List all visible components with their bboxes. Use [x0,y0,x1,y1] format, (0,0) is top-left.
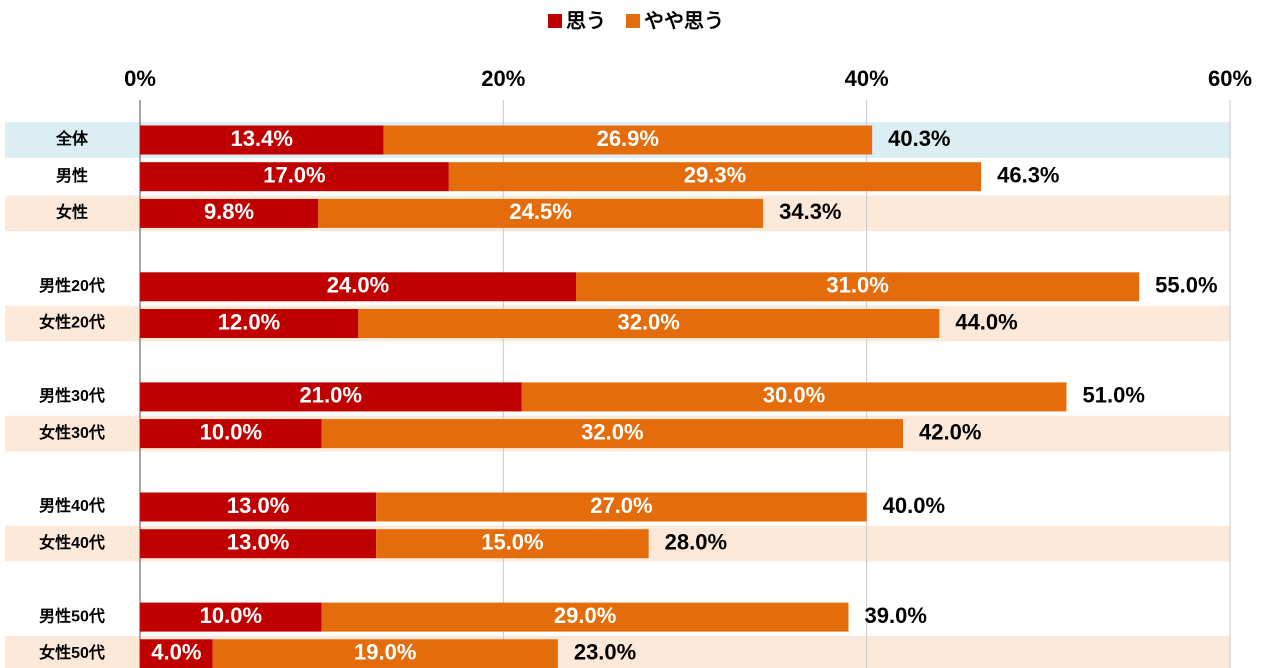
bar-segment [521,382,1067,412]
segment-label: 4.0% [151,640,201,665]
bar-segment [448,162,982,192]
segment-label: 12.0% [218,309,280,334]
bar-segment [140,529,377,559]
bar-segment [321,602,849,632]
category-label: 女性50代 [39,643,105,662]
bar-segment [140,309,358,338]
segment-label: 13.0% [227,493,289,518]
x-tick-label: 0% [124,66,156,91]
bar-segment [140,125,384,155]
segment-label: 17.0% [263,163,325,188]
segment-label: 29.0% [554,603,616,628]
legend-label: 思う [566,9,606,32]
segment-label: 15.0% [481,530,543,555]
segment-label: 13.0% [227,530,289,555]
total-label: 40.0% [883,493,945,518]
bar-segment [383,125,873,155]
bar-segment [140,162,449,192]
legend-swatch [548,14,562,28]
x-tick-label: 40% [845,66,889,91]
category-label: 女性40代 [39,533,105,552]
category-label: 女性20代 [39,313,105,332]
bar-segment [140,272,576,302]
segment-label: 9.8% [204,199,254,224]
bar-segment [358,309,940,338]
total-label: 51.0% [1083,383,1145,408]
legend-label: やや思う [644,9,724,32]
total-label: 55.0% [1155,273,1217,298]
segment-label: 24.5% [509,199,571,224]
x-tick-label: 60% [1208,66,1252,91]
segment-label: 29.3% [684,163,746,188]
total-label: 40.3% [888,126,950,151]
segment-label: 13.4% [231,126,293,151]
segment-label: 21.0% [300,383,362,408]
category-label: 男性20代 [39,276,105,295]
bar-segment [576,272,1140,302]
bar-segment [318,198,764,228]
total-label: 23.0% [574,640,636,665]
segment-label: 27.0% [590,493,652,518]
total-label: 39.0% [865,603,927,628]
bar-segment [212,639,558,668]
segment-label: 31.0% [826,273,888,298]
segment-label: 24.0% [327,273,389,298]
bar-segment [321,419,904,449]
segment-label: 32.0% [581,419,643,444]
bar-segment [140,382,522,412]
total-label: 28.0% [665,530,727,555]
bar-segment [140,639,213,668]
segment-label: 30.0% [763,383,825,408]
segment-label: 10.0% [200,419,262,444]
category-label: 男性 [56,166,88,185]
bar-segment [376,492,867,522]
bar-segment [140,419,322,449]
total-label: 44.0% [955,309,1017,334]
category-label: 女性30代 [39,423,105,442]
category-label: 男性40代 [39,496,105,515]
category-label: 全体 [55,129,89,148]
legend-swatch [626,14,640,28]
segment-label: 32.0% [617,309,679,334]
category-label: 女性 [56,203,88,222]
bar-segment [140,602,322,632]
total-label: 34.3% [779,199,841,224]
bar-segment [376,529,649,559]
total-label: 46.3% [997,163,1059,188]
segment-label: 19.0% [354,640,416,665]
bar-segment [140,492,377,522]
segment-label: 10.0% [200,603,262,628]
total-label: 42.0% [919,419,981,444]
bar-segment [140,198,319,228]
x-tick-label: 20% [481,66,525,91]
category-label: 男性30代 [39,386,105,405]
category-label: 男性50代 [39,606,105,625]
segment-label: 26.9% [597,126,659,151]
